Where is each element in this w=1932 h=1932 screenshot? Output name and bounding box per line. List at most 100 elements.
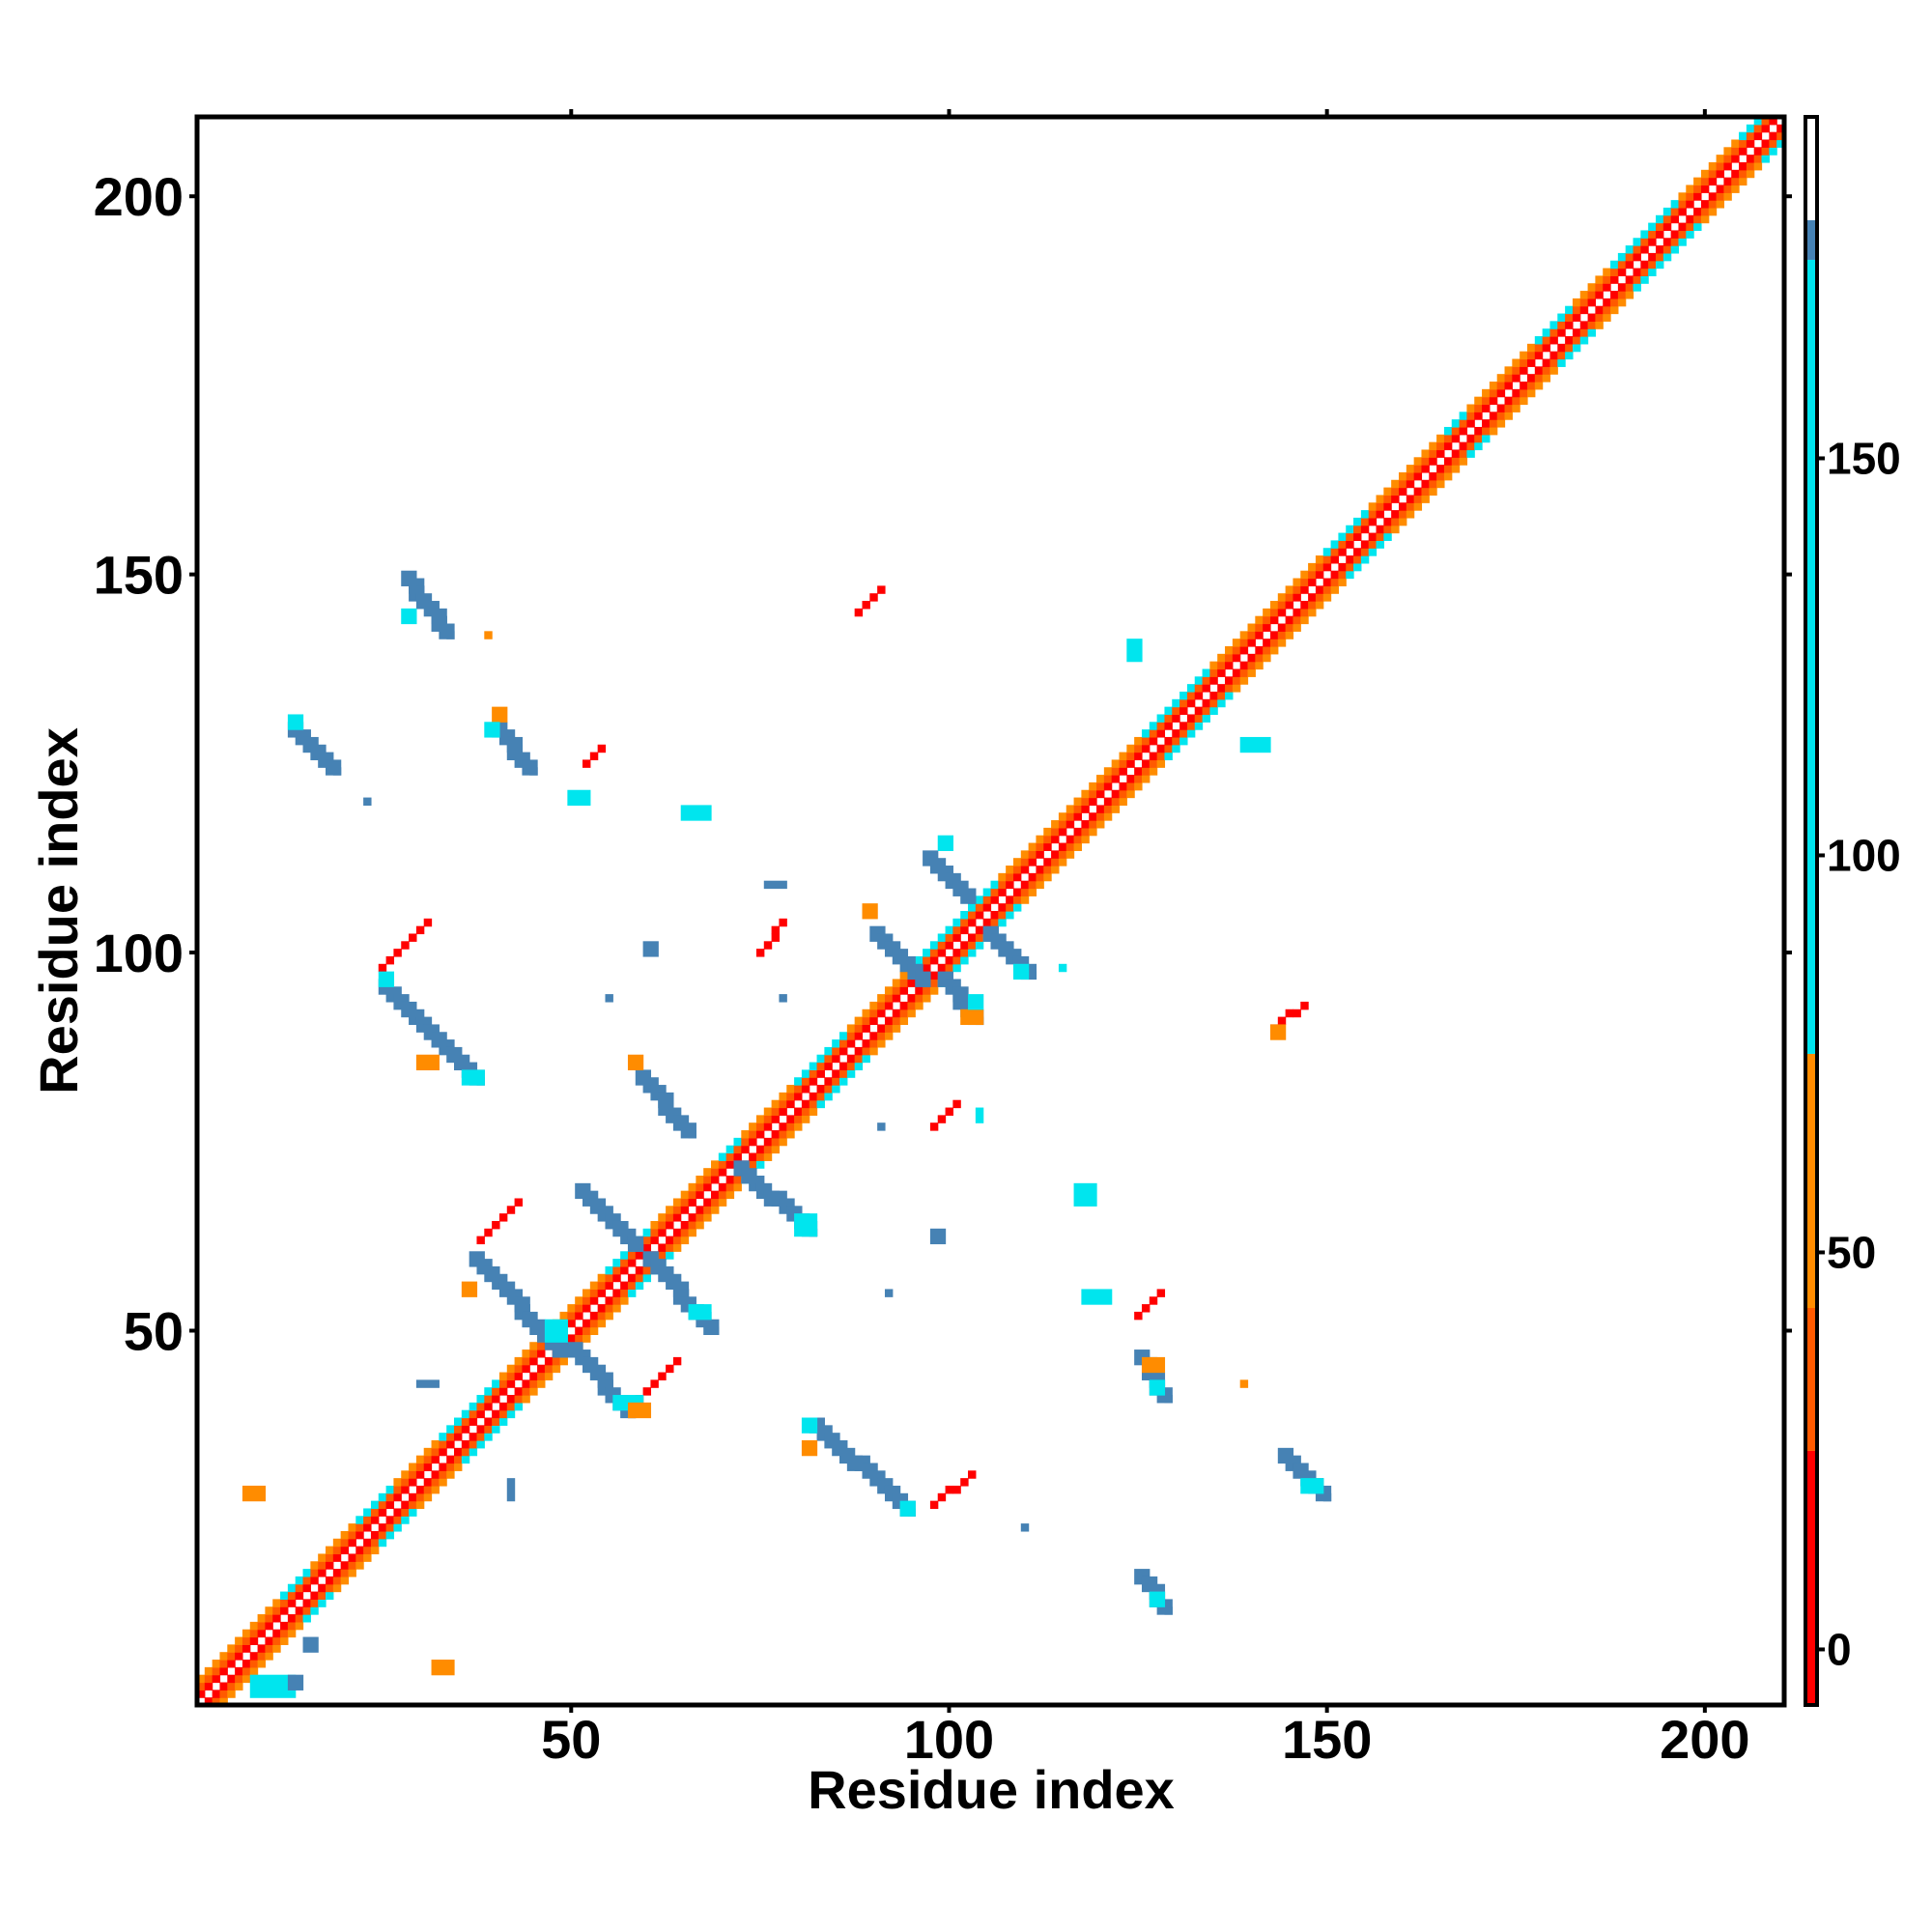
diagonal-cell bbox=[1761, 155, 1770, 163]
diagonal-cell bbox=[1217, 653, 1226, 663]
diagonal-cell bbox=[1346, 562, 1354, 572]
diagonal-cell bbox=[272, 1606, 281, 1615]
diagonal-cell bbox=[1156, 714, 1166, 723]
contact-cell bbox=[929, 1122, 939, 1131]
diagonal-cell bbox=[923, 994, 931, 1003]
diagonal-cell bbox=[1391, 510, 1400, 519]
contact-cell bbox=[1149, 1296, 1158, 1305]
contact-cell bbox=[650, 1379, 659, 1388]
diagonal-cell bbox=[1625, 252, 1634, 262]
diagonal-cell bbox=[1769, 131, 1777, 141]
diagonal-cell bbox=[204, 1697, 213, 1705]
diagonal-cell bbox=[952, 955, 961, 965]
diagonal-cell bbox=[1413, 465, 1423, 473]
diagonal-cell bbox=[326, 1553, 334, 1562]
diagonal-cell bbox=[575, 1296, 583, 1305]
diagonal-cell bbox=[1285, 593, 1294, 602]
diagonal-cell bbox=[1119, 759, 1127, 768]
contact-patch bbox=[484, 631, 493, 639]
diagonal-cell bbox=[1739, 147, 1747, 156]
diagonal-cell bbox=[1255, 653, 1264, 663]
diagonal-cell bbox=[763, 1152, 773, 1161]
diagonal-cell bbox=[1731, 155, 1740, 163]
colorbar-band bbox=[1805, 117, 1817, 220]
diagonal-cell bbox=[249, 1666, 259, 1676]
diagonal-cell bbox=[620, 1265, 629, 1275]
diagonal-cell bbox=[1186, 691, 1196, 700]
diagonal-cell bbox=[666, 1251, 674, 1260]
diagonal-cell bbox=[552, 1364, 561, 1374]
diagonal-cell bbox=[1746, 161, 1755, 171]
diagonal-cell bbox=[1761, 117, 1770, 126]
diagonal-cell bbox=[1111, 805, 1121, 813]
diagonal-cell bbox=[892, 979, 901, 987]
diagonal-cell bbox=[1436, 449, 1445, 458]
contact-patch bbox=[779, 994, 787, 1003]
diagonal-cell bbox=[506, 1409, 516, 1419]
diagonal-cell bbox=[1662, 222, 1672, 232]
diagonal-cell bbox=[454, 1417, 463, 1426]
diagonal-cell bbox=[1443, 426, 1453, 436]
diagonal-cell bbox=[923, 963, 931, 973]
diagonal-cell bbox=[310, 1569, 319, 1577]
diagonal-cell bbox=[862, 1016, 870, 1026]
diagonal-cell bbox=[1308, 562, 1317, 572]
diagonal-cell bbox=[718, 1182, 727, 1192]
diagonal-cell bbox=[794, 1115, 803, 1123]
diagonal-cell bbox=[469, 1409, 478, 1419]
diagonal-cell bbox=[968, 933, 977, 942]
diagonal-cell bbox=[492, 1395, 500, 1404]
diagonal-cell bbox=[1398, 517, 1407, 526]
diagonal-cell bbox=[998, 911, 1007, 920]
diagonal-cell bbox=[1769, 117, 1777, 126]
diagonal-cell bbox=[227, 1690, 236, 1698]
contact-cell bbox=[877, 585, 886, 594]
diagonal-cell bbox=[612, 1296, 621, 1305]
contact-patch bbox=[688, 1304, 712, 1321]
diagonal-cell bbox=[884, 1024, 894, 1033]
diagonal-cell bbox=[257, 1621, 267, 1631]
diagonal-cell bbox=[1383, 502, 1392, 511]
diagonal-cell bbox=[755, 1160, 765, 1169]
diagonal-cell bbox=[1232, 684, 1241, 693]
diagonal-cell bbox=[1466, 441, 1475, 451]
diagonal-cell bbox=[846, 1032, 856, 1040]
diagonal-cell bbox=[1716, 185, 1725, 193]
diagonal-cell bbox=[1557, 351, 1566, 360]
diagonal-cell bbox=[763, 1137, 773, 1147]
diagonal-cell bbox=[1436, 471, 1445, 481]
diagonal-cell bbox=[522, 1395, 530, 1404]
diagonal-cell bbox=[680, 1228, 690, 1237]
diagonal-cell bbox=[1217, 668, 1226, 677]
y-tick-label: 200 bbox=[94, 166, 184, 227]
diagonal-cell bbox=[1595, 275, 1604, 284]
diagonal-cell bbox=[816, 1054, 825, 1064]
contact-patch bbox=[960, 1009, 984, 1026]
diagonal-cell bbox=[1073, 797, 1082, 806]
diagonal-cell bbox=[650, 1236, 659, 1245]
diagonal-cell bbox=[340, 1576, 350, 1585]
diagonal-cell bbox=[484, 1402, 493, 1411]
diagonal-cell bbox=[884, 986, 894, 995]
diagonal-cell bbox=[439, 1470, 447, 1479]
diagonal-cell bbox=[960, 955, 969, 965]
diagonal-cell bbox=[786, 1130, 795, 1139]
diagonal-cell bbox=[1383, 517, 1392, 526]
diagonal-cell bbox=[1103, 797, 1113, 806]
diagonal-cell bbox=[1723, 177, 1732, 186]
diagonal-cell bbox=[1398, 487, 1407, 497]
diagonal-cell bbox=[484, 1387, 493, 1396]
diagonal-cell bbox=[1595, 291, 1604, 299]
diagonal-cell bbox=[1065, 820, 1075, 829]
diagonal-cell bbox=[529, 1387, 538, 1396]
diagonal-cell bbox=[1466, 419, 1475, 428]
diagonal-cell bbox=[1633, 245, 1641, 254]
diagonal-cell bbox=[287, 1583, 297, 1593]
contact-patch bbox=[968, 994, 984, 1010]
diagonal-cell bbox=[544, 1356, 554, 1366]
diagonal-cell bbox=[332, 1583, 342, 1593]
diagonal-cell bbox=[1065, 812, 1075, 821]
diagonal-cell bbox=[1073, 835, 1082, 844]
diagonal-cell bbox=[1700, 169, 1710, 179]
diagonal-cell bbox=[1239, 668, 1249, 677]
